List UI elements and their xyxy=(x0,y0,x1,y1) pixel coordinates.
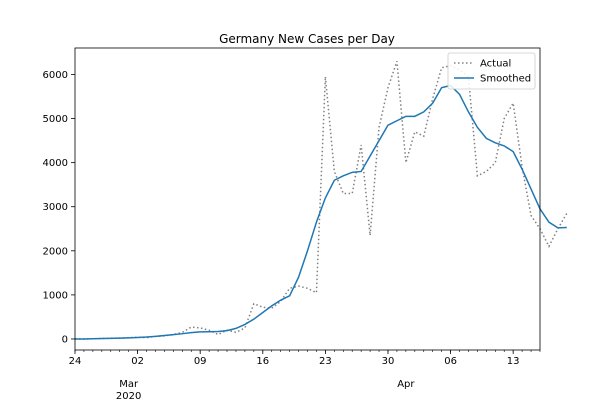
series-line-smoothed xyxy=(75,84,567,340)
x-tick-label: 16 xyxy=(256,356,269,367)
x-tick-label: 13 xyxy=(507,356,520,367)
legend: Actual Smoothed xyxy=(447,52,536,90)
y-tick-label: 2000 xyxy=(43,246,68,257)
y-tick-label: 6000 xyxy=(43,70,68,81)
plot-area: 0 1000 2000 3000 4000 5000 6000 24 02 09 16 23 30 06 1… xyxy=(43,47,568,400)
legend-label-actual: Actual xyxy=(480,59,511,70)
y-tick-label: 1000 xyxy=(43,290,68,301)
x-tick-label: 06 xyxy=(444,356,457,367)
y-tick-label: 3000 xyxy=(43,202,68,213)
x-tick-label: 24 xyxy=(69,356,82,367)
x-month-label: Mar xyxy=(119,379,139,390)
x-tick-label: 23 xyxy=(319,356,332,367)
x-tick-label: 09 xyxy=(194,356,207,367)
legend-box xyxy=(447,52,536,90)
legend-label-smoothed: Smoothed xyxy=(480,74,531,85)
chart-title: Germany New Cases per Day xyxy=(219,32,395,46)
x-tick-label: 30 xyxy=(382,356,395,367)
y-tick-label: 5000 xyxy=(43,114,68,125)
x-year-label: 2020 xyxy=(116,391,141,400)
y-tick-label: 4000 xyxy=(43,158,68,169)
series-line-actual xyxy=(75,60,568,340)
x-month-label: Apr xyxy=(397,379,415,390)
y-tick-label: 0 xyxy=(62,334,68,345)
x-tick-label: 02 xyxy=(131,356,144,367)
